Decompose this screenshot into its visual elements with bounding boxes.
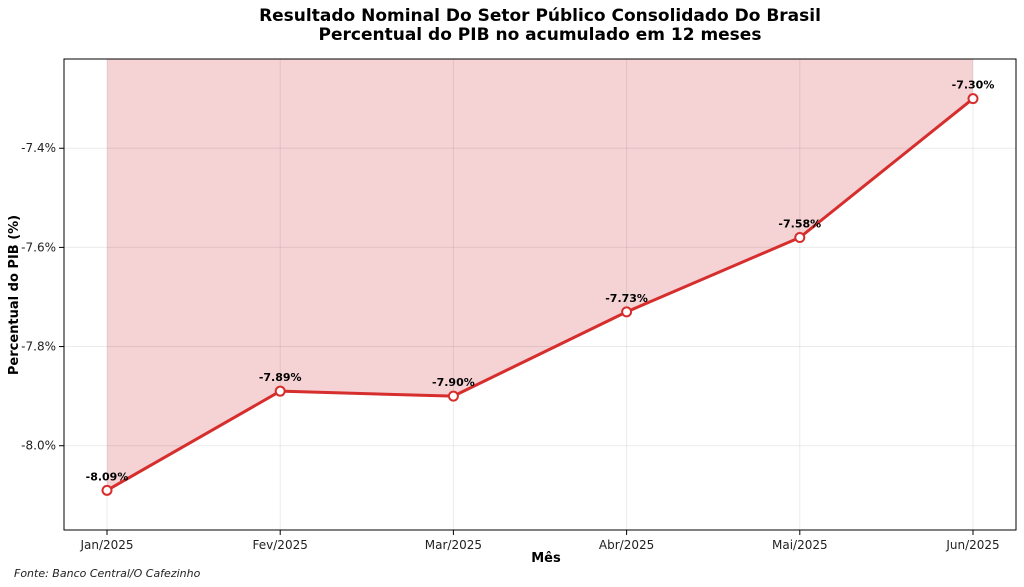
x-tick-label: Jun/2025 — [945, 538, 999, 552]
data-point — [274, 385, 286, 397]
chart-title: Resultado Nominal Do Setor Público Conso… — [259, 6, 821, 26]
markers-layer — [101, 93, 979, 496]
plot-area: -8.09% -7.89% -7.90% -7.73% -7.58% -7.30% — [63, 58, 1017, 531]
plot-frame — [63, 58, 1017, 531]
y-tick-label: -8.0% — [21, 439, 56, 453]
data-label: -7.58% — [778, 217, 821, 230]
y-tick-label: -7.4% — [21, 141, 56, 155]
x-tick-label: Jan/2025 — [79, 538, 133, 552]
data-point — [447, 390, 459, 402]
data-label: -7.90% — [432, 376, 475, 389]
source-note: Fonte: Banco Central/O Cafezinho — [14, 567, 201, 580]
area-fill-layer — [107, 59, 973, 491]
x-tick-label: Mar/2025 — [425, 538, 482, 552]
data-point — [621, 306, 633, 318]
y-axis-label: Percentual do PIB (%) — [7, 215, 22, 375]
area-fill — [107, 59, 973, 491]
x-tick-label: Mai/2025 — [772, 538, 828, 552]
x-tick-label: Fev/2025 — [253, 538, 308, 552]
series-line-layer — [106, 97, 974, 492]
chart-subtitle: Percentual do PIB no acumulado em 12 mes… — [319, 25, 762, 45]
y-axis: -8.0% -7.8% -7.6% -7.4% — [21, 141, 64, 453]
data-point — [967, 93, 979, 105]
data-label: -7.30% — [952, 79, 995, 92]
y-tick-label: -7.8% — [21, 340, 56, 354]
y-tick-label: -7.6% — [21, 240, 56, 254]
x-axis-label: Mês — [531, 551, 561, 566]
data-point — [101, 484, 113, 496]
data-label: -8.09% — [86, 470, 129, 483]
grid-layer — [64, 59, 1016, 530]
series-line — [106, 97, 974, 492]
data-labels-layer: -8.09% -7.89% -7.90% -7.73% -7.58% -7.30% — [86, 79, 995, 484]
data-point — [794, 231, 806, 243]
data-label: -7.73% — [605, 292, 648, 305]
x-tick-label: Abr/2025 — [599, 538, 654, 552]
x-axis: Jan/2025 Fev/2025 Mar/2025 Abr/2025 Mai/2025… — [79, 530, 1000, 552]
data-label: -7.89% — [259, 371, 302, 384]
